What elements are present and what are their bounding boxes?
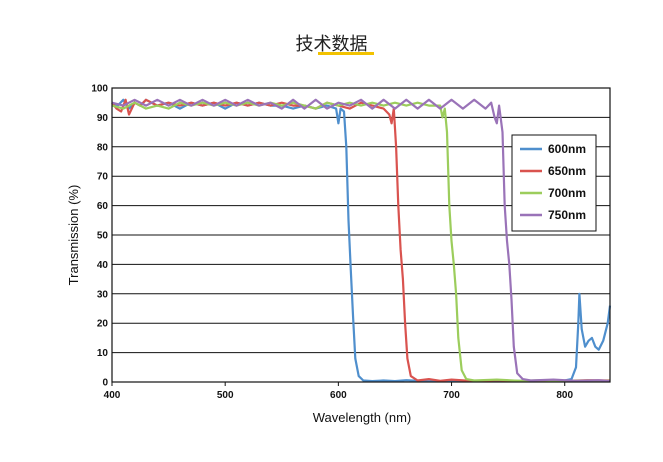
legend: 600nm 650nm 700nm 750nm bbox=[511, 134, 597, 232]
y-tick-label: 90 bbox=[97, 113, 109, 124]
x-tick-label: 400 bbox=[104, 390, 121, 401]
y-axis-label: Transmission (%) bbox=[66, 185, 81, 286]
x-axis-label: Wavelength (nm) bbox=[313, 410, 412, 425]
y-tick-label: 0 bbox=[102, 378, 108, 389]
y-tick-label: 80 bbox=[97, 142, 109, 153]
y-tick-label: 70 bbox=[97, 172, 109, 183]
y-tick-label: 100 bbox=[91, 84, 108, 95]
y-tick-label: 50 bbox=[97, 231, 109, 242]
title-underline bbox=[318, 52, 374, 55]
x-tick-label: 500 bbox=[217, 390, 234, 401]
legend-entry: 600nm bbox=[548, 142, 586, 156]
legend-entry: 700nm bbox=[548, 186, 586, 200]
legend-entry: 750nm bbox=[548, 208, 586, 222]
y-tick-label: 30 bbox=[97, 289, 109, 300]
plot-frame bbox=[111, 87, 611, 383]
series-line-750nm bbox=[111, 98, 611, 383]
y-tick-label: 60 bbox=[97, 201, 109, 212]
y-tick-label: 10 bbox=[97, 348, 109, 359]
y-tick-label: 20 bbox=[97, 319, 109, 330]
legend-entry: 650nm bbox=[548, 164, 586, 178]
series-line-700nm bbox=[111, 101, 611, 383]
x-tick-label: 800 bbox=[556, 390, 573, 401]
x-tick-label: 700 bbox=[443, 390, 460, 401]
page-title: 技术数据 bbox=[295, 34, 368, 55]
y-tick-label: 40 bbox=[97, 260, 109, 271]
series-line-600nm bbox=[111, 98, 612, 383]
x-tick-label: 600 bbox=[330, 390, 347, 401]
